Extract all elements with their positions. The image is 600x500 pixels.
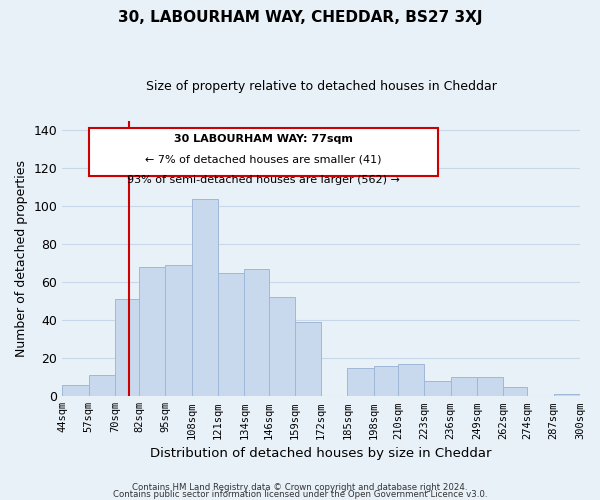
Text: 30 LABOURHAM WAY: 77sqm: 30 LABOURHAM WAY: 77sqm	[174, 134, 353, 143]
Bar	[295, 322, 321, 396]
Bar	[477, 378, 503, 396]
Bar	[554, 394, 580, 396]
Bar	[244, 269, 269, 396]
X-axis label: Distribution of detached houses by size in Cheddar: Distribution of detached houses by size …	[151, 447, 492, 460]
Bar	[424, 381, 451, 396]
Bar	[192, 198, 218, 396]
Y-axis label: Number of detached properties: Number of detached properties	[15, 160, 28, 357]
Bar	[62, 385, 89, 396]
Bar	[374, 366, 398, 396]
Text: Contains HM Land Registry data © Crown copyright and database right 2024.: Contains HM Land Registry data © Crown c…	[132, 484, 468, 492]
FancyBboxPatch shape	[89, 128, 439, 176]
Bar	[398, 364, 424, 396]
Bar	[347, 368, 374, 396]
Title: Size of property relative to detached houses in Cheddar: Size of property relative to detached ho…	[146, 80, 497, 93]
Bar	[503, 387, 527, 396]
Text: 93% of semi-detached houses are larger (562) →: 93% of semi-detached houses are larger (…	[127, 175, 400, 185]
Bar	[451, 378, 477, 396]
Text: 30, LABOURHAM WAY, CHEDDAR, BS27 3XJ: 30, LABOURHAM WAY, CHEDDAR, BS27 3XJ	[118, 10, 482, 25]
Bar	[115, 300, 139, 396]
Text: ← 7% of detached houses are smaller (41): ← 7% of detached houses are smaller (41)	[145, 154, 382, 164]
Bar	[218, 272, 244, 396]
Bar	[166, 265, 192, 396]
Bar	[269, 298, 295, 396]
Bar	[89, 376, 115, 396]
Bar	[139, 267, 166, 396]
Text: Contains public sector information licensed under the Open Government Licence v3: Contains public sector information licen…	[113, 490, 487, 499]
